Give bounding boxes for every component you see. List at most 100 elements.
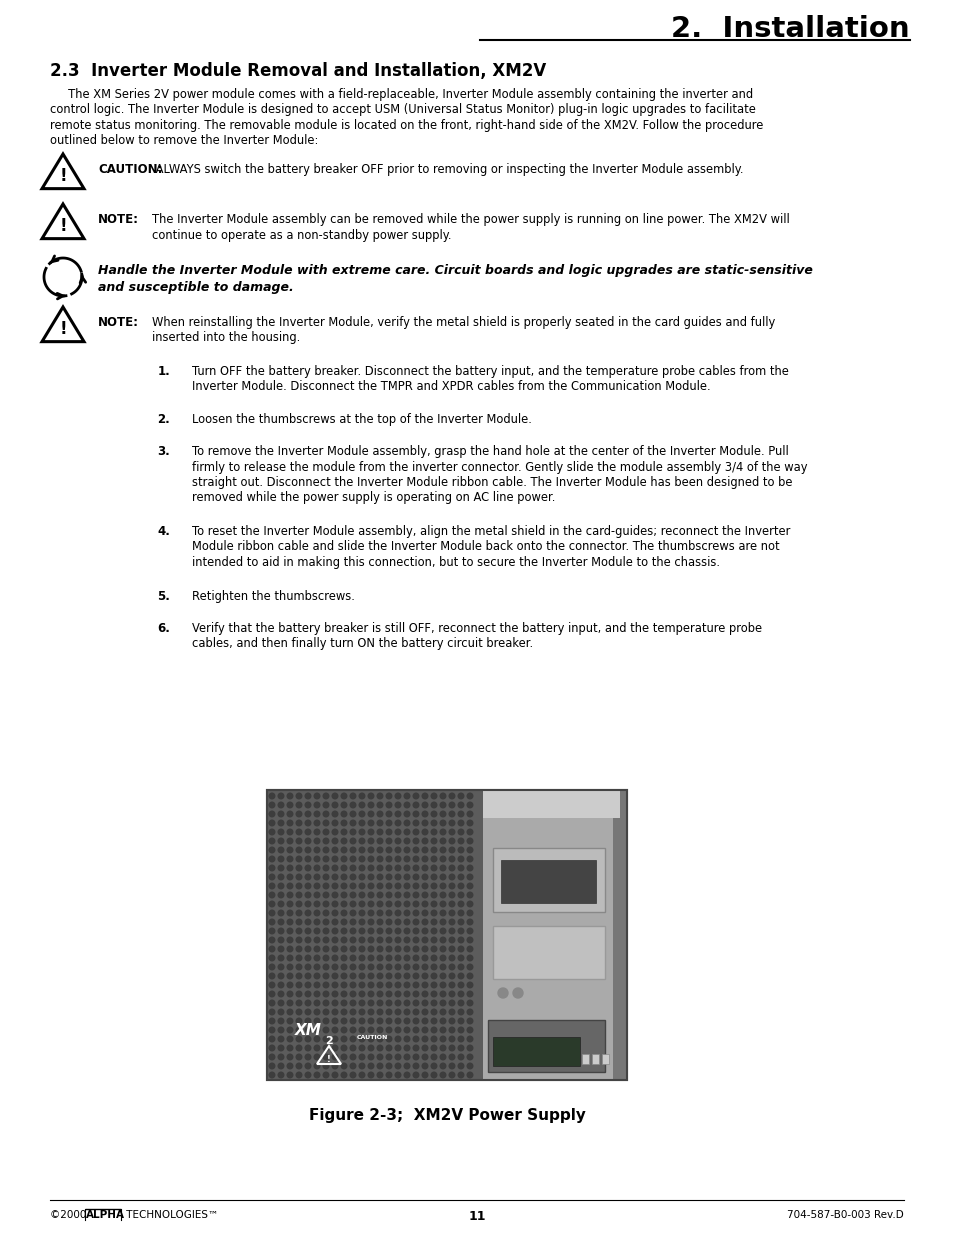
Circle shape <box>359 874 364 879</box>
Circle shape <box>278 1063 283 1068</box>
Circle shape <box>513 988 522 998</box>
Circle shape <box>395 902 400 906</box>
Circle shape <box>395 982 400 988</box>
Circle shape <box>314 955 319 961</box>
Circle shape <box>332 1055 337 1060</box>
Circle shape <box>332 992 337 997</box>
Circle shape <box>395 1063 400 1068</box>
Circle shape <box>332 919 337 925</box>
Circle shape <box>404 847 410 853</box>
Circle shape <box>295 973 301 979</box>
Circle shape <box>323 1028 329 1032</box>
Circle shape <box>278 793 283 799</box>
Circle shape <box>368 965 374 969</box>
Circle shape <box>323 992 329 997</box>
Circle shape <box>341 1055 347 1060</box>
Circle shape <box>350 1009 355 1015</box>
Text: intended to aid in making this connection, but to secure the Inverter Module to : intended to aid in making this connectio… <box>192 556 720 569</box>
Circle shape <box>295 883 301 889</box>
Circle shape <box>386 820 392 826</box>
Text: Verify that the battery breaker is still OFF, reconnect the battery input, and t: Verify that the battery breaker is still… <box>192 622 761 635</box>
Circle shape <box>422 793 427 799</box>
Circle shape <box>431 1009 436 1015</box>
Text: !: ! <box>327 1055 331 1063</box>
Circle shape <box>287 866 293 871</box>
Circle shape <box>287 1009 293 1015</box>
Text: ALWAYS switch the battery breaker OFF prior to removing or inspecting the Invert: ALWAYS switch the battery breaker OFF pr… <box>152 163 742 177</box>
Circle shape <box>287 856 293 862</box>
Circle shape <box>449 1000 455 1005</box>
Circle shape <box>278 982 283 988</box>
Circle shape <box>404 910 410 916</box>
Circle shape <box>359 803 364 808</box>
Circle shape <box>305 1072 311 1078</box>
Circle shape <box>278 839 283 844</box>
Circle shape <box>350 847 355 853</box>
Circle shape <box>467 902 473 906</box>
Circle shape <box>287 992 293 997</box>
Circle shape <box>439 929 445 934</box>
Circle shape <box>368 883 374 889</box>
Circle shape <box>341 992 347 997</box>
Circle shape <box>404 1009 410 1015</box>
Circle shape <box>404 902 410 906</box>
Circle shape <box>376 992 382 997</box>
Circle shape <box>431 874 436 879</box>
Circle shape <box>449 803 455 808</box>
Circle shape <box>376 1018 382 1024</box>
Circle shape <box>350 892 355 898</box>
Circle shape <box>404 820 410 826</box>
Circle shape <box>413 883 418 889</box>
Circle shape <box>439 992 445 997</box>
Circle shape <box>431 892 436 898</box>
Circle shape <box>359 973 364 979</box>
Circle shape <box>404 1072 410 1078</box>
Circle shape <box>376 866 382 871</box>
Circle shape <box>376 793 382 799</box>
Circle shape <box>376 1036 382 1042</box>
Circle shape <box>386 946 392 952</box>
Circle shape <box>404 992 410 997</box>
Circle shape <box>359 856 364 862</box>
Text: !: ! <box>59 320 67 338</box>
Circle shape <box>314 892 319 898</box>
Circle shape <box>359 937 364 942</box>
Circle shape <box>431 839 436 844</box>
Circle shape <box>305 982 311 988</box>
Circle shape <box>404 1028 410 1032</box>
Circle shape <box>305 910 311 916</box>
Circle shape <box>457 874 463 879</box>
Text: 3.: 3. <box>157 445 170 458</box>
Circle shape <box>395 820 400 826</box>
Circle shape <box>449 829 455 835</box>
Circle shape <box>341 1072 347 1078</box>
Circle shape <box>341 1036 347 1042</box>
Circle shape <box>305 919 311 925</box>
Circle shape <box>449 874 455 879</box>
Circle shape <box>269 847 274 853</box>
Text: Retighten the thumbscrews.: Retighten the thumbscrews. <box>192 590 355 603</box>
Circle shape <box>449 1009 455 1015</box>
Circle shape <box>295 965 301 969</box>
Circle shape <box>314 902 319 906</box>
Circle shape <box>386 1036 392 1042</box>
Circle shape <box>368 811 374 816</box>
Circle shape <box>422 820 427 826</box>
Circle shape <box>359 829 364 835</box>
Circle shape <box>350 883 355 889</box>
Circle shape <box>368 839 374 844</box>
Circle shape <box>323 955 329 961</box>
Circle shape <box>314 820 319 826</box>
Circle shape <box>295 1018 301 1024</box>
Circle shape <box>386 856 392 862</box>
Circle shape <box>449 847 455 853</box>
Text: 11: 11 <box>468 1210 485 1223</box>
Circle shape <box>457 829 463 835</box>
Circle shape <box>404 874 410 879</box>
Circle shape <box>467 874 473 879</box>
Text: and susceptible to damage.: and susceptible to damage. <box>98 282 294 294</box>
Circle shape <box>449 839 455 844</box>
Text: 6.: 6. <box>157 622 170 635</box>
Text: TECHNOLOGIES™: TECHNOLOGIES™ <box>123 1210 218 1220</box>
Circle shape <box>449 856 455 862</box>
